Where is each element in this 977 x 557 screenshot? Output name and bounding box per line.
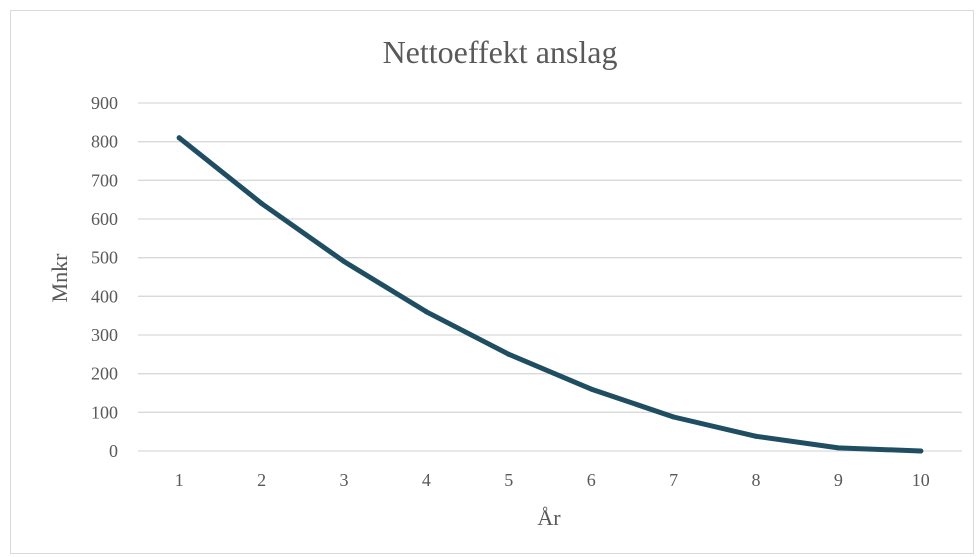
y-tick-label: 200 bbox=[91, 364, 118, 384]
x-tick-label: 6 bbox=[587, 470, 596, 490]
y-axis-title: Mnkr bbox=[47, 253, 72, 303]
y-tick-label: 400 bbox=[91, 286, 118, 306]
y-tick-label: 100 bbox=[91, 402, 118, 422]
x-tick-label: 2 bbox=[257, 470, 266, 490]
x-axis-title: År bbox=[537, 505, 561, 530]
x-tick-label: 4 bbox=[422, 470, 431, 490]
data-point bbox=[341, 259, 347, 265]
data-point bbox=[259, 201, 265, 207]
x-tick-label: 7 bbox=[669, 470, 678, 490]
data-point bbox=[671, 414, 677, 420]
data-point bbox=[423, 309, 429, 315]
x-tick-label: 5 bbox=[504, 470, 513, 490]
y-tick-label: 700 bbox=[91, 170, 118, 190]
x-tick-label: 3 bbox=[340, 470, 349, 490]
y-tick-label: 800 bbox=[91, 132, 118, 152]
y-axis-ticks: 0 100 200 300 400 500 600 700 800 900 bbox=[91, 93, 118, 461]
gridlines bbox=[138, 102, 962, 452]
chart-title: Nettoeffekt anslag bbox=[383, 34, 618, 70]
x-tick-label: 8 bbox=[752, 470, 761, 490]
y-tick-label: 600 bbox=[91, 209, 118, 229]
y-tick-label: 900 bbox=[91, 93, 118, 113]
series-group bbox=[176, 135, 924, 454]
x-tick-label: 10 bbox=[912, 470, 930, 490]
chart-area bbox=[10, 10, 974, 554]
series-line bbox=[176, 135, 924, 454]
y-tick-label: 300 bbox=[91, 325, 118, 345]
x-tick-label: 1 bbox=[175, 470, 184, 490]
data-point bbox=[918, 448, 924, 454]
y-tick-label: 0 bbox=[109, 441, 118, 461]
x-tick-label: 9 bbox=[834, 470, 843, 490]
data-point bbox=[176, 135, 182, 141]
y-tick-label: 500 bbox=[91, 248, 118, 268]
x-axis-ticks: 1 2 3 4 5 6 7 8 9 10 bbox=[175, 470, 930, 490]
data-point bbox=[588, 386, 594, 392]
data-point bbox=[835, 445, 841, 451]
data-point bbox=[753, 433, 759, 439]
data-point bbox=[506, 351, 512, 357]
